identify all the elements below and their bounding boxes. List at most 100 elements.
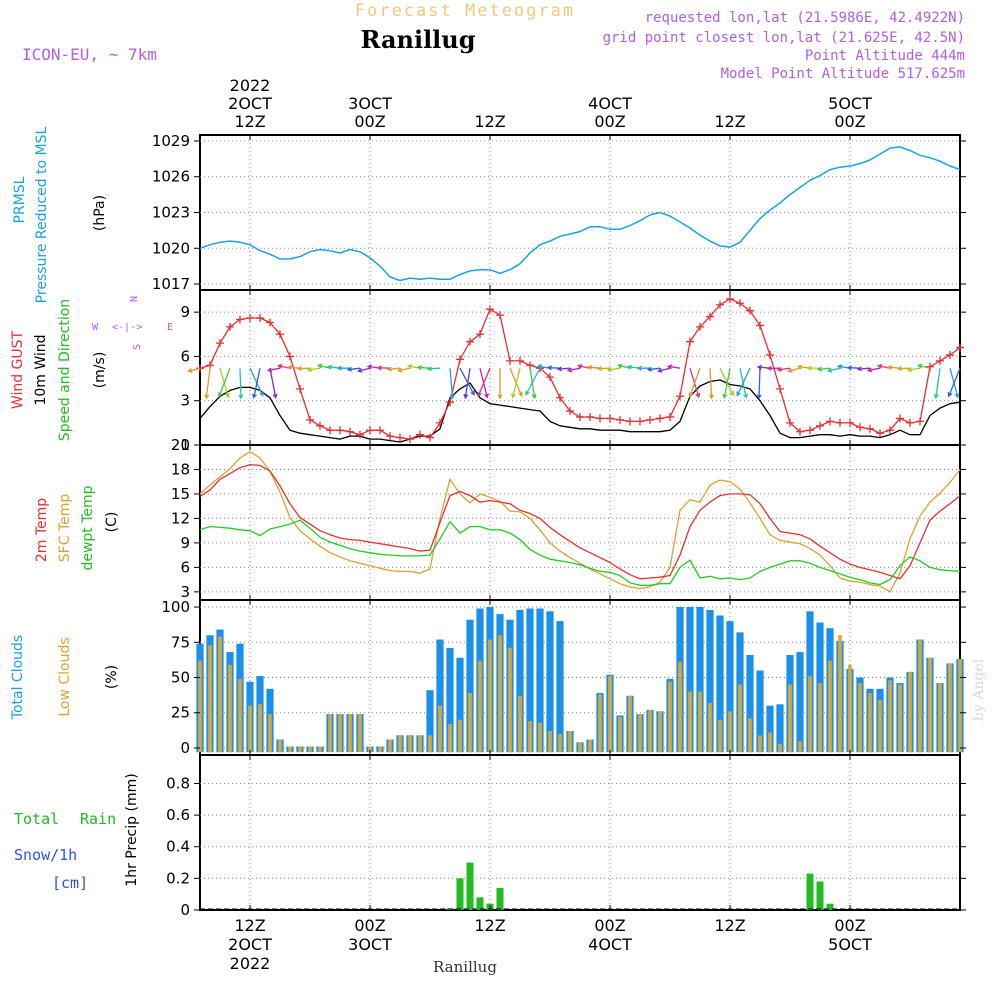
rain-bar (496, 887, 504, 910)
rain-bar (806, 873, 814, 910)
low-cloud-bar (318, 746, 322, 753)
low-cloud-bar (388, 739, 392, 753)
low-cloud-bar (538, 722, 542, 753)
gust-marker (876, 429, 884, 438)
gust-marker (846, 418, 854, 427)
bottom-time-label: 2022 (230, 954, 271, 973)
low-cloud-bar (588, 739, 592, 753)
station-title: Ranillug (360, 25, 475, 54)
wind-direction-arrow (357, 367, 371, 373)
total-cloud-bar (536, 608, 544, 753)
wind-direction-arrow (826, 367, 841, 373)
wind-speed-line (199, 379, 961, 443)
gust-marker (726, 294, 734, 303)
low-cloud-bar (328, 714, 332, 753)
rain-bar (466, 862, 474, 910)
temp-2m-line (199, 463, 961, 580)
bottom-time-label: 12Z (714, 916, 745, 935)
wind-direction-arrow (688, 367, 701, 398)
y-tick-label: 1023 (152, 204, 190, 222)
gust-marker (466, 337, 474, 346)
y-tick-label: 50 (171, 669, 190, 687)
low-cloud-bar (848, 664, 852, 753)
wind-direction-arrow (606, 367, 621, 373)
low-cloud-bar (908, 671, 912, 753)
low-cloud-bar (718, 719, 722, 753)
gust-marker (666, 412, 674, 421)
text-layer: Forecast Meteogram Ranillug ICON-EU, ~ 7… (10, 1, 987, 976)
supertitle: Forecast Meteogram (355, 1, 575, 21)
low-cloud-bar (288, 746, 292, 753)
low-cloud-bar (338, 714, 342, 753)
wind-direction-arrow (463, 368, 471, 400)
y-tick-label: 1017 (152, 275, 190, 293)
gust-marker (416, 430, 424, 439)
y-tick-label: 0 (180, 739, 190, 757)
gust-marker (516, 356, 524, 365)
precip-unit: 1hr Precip (mm) (124, 773, 140, 886)
footer-title: Ranillug (433, 958, 497, 976)
bottom-time-label: 00Z (834, 916, 865, 935)
wind-gust-label: Wind GUST (10, 330, 26, 409)
top-time-label: 12Z (714, 112, 745, 131)
low-cloud-bar (348, 714, 352, 753)
gust-marker (546, 373, 554, 382)
gust-marker (386, 432, 394, 441)
wind-direction-arrow (306, 367, 321, 373)
gust-marker (256, 314, 264, 323)
gust-marker (366, 426, 374, 435)
bottom-time-label: 4OCT (588, 935, 632, 954)
total-cloud-bar (516, 609, 524, 753)
wind-direction-arrow (657, 367, 671, 373)
low-cloud-bar (758, 735, 762, 753)
low-cloud-bar (198, 660, 202, 753)
wind-direction-arrow (249, 367, 264, 397)
bottom-time-label: 00Z (594, 916, 625, 935)
wind-direction-arrow (566, 367, 581, 373)
rain-bar (476, 897, 484, 910)
total-cloud-bar (766, 705, 774, 753)
low-cloud-bar (928, 657, 932, 753)
compass-south: S (132, 344, 143, 350)
low-cloud-bar (608, 676, 612, 753)
y-tick-label: 0.6 (166, 806, 190, 824)
low-cloud-bar (698, 691, 702, 753)
wind-direction-arrow (459, 367, 475, 396)
low-cloud-bar (218, 636, 222, 753)
low-cloud-bar (778, 743, 782, 753)
wind-direction-arrow (187, 367, 201, 373)
top-time-label: 00Z (834, 112, 865, 131)
low-cloud-bar (268, 714, 272, 753)
low-cloud-bar (428, 735, 432, 753)
low-cloud-bar (208, 645, 212, 753)
gust-marker (276, 330, 284, 339)
top-time-label: 2022 (230, 76, 271, 95)
top-time-label: 00Z (594, 112, 625, 131)
low-cloud-bar (528, 721, 532, 753)
gust-marker (266, 318, 274, 327)
low-cloud-bar (598, 694, 602, 753)
wind-direction-arrow (917, 363, 931, 369)
y-tick-label: 0 (180, 901, 190, 919)
low-cloud-bar (898, 684, 902, 753)
gust-marker (306, 415, 314, 424)
gust-marker (376, 426, 384, 435)
gust-marker (826, 417, 834, 426)
wind-direction-arrow (529, 368, 537, 400)
low-cloud-bar (498, 635, 502, 753)
bottom-time-label: 3OCT (348, 935, 392, 954)
total-cloud-bar (426, 690, 434, 753)
low-cloud-bar (728, 711, 732, 753)
low-cloud-bar (418, 735, 422, 753)
rain-bar (826, 903, 834, 910)
wind-direction-arrow (816, 366, 831, 372)
gust-marker (656, 414, 664, 423)
wind-direction-arrow (296, 366, 311, 372)
low-cloud-bar (378, 746, 382, 753)
y-tick-label: 6 (180, 558, 190, 576)
total-cloud-bar (706, 609, 714, 753)
low-cloud-bar (878, 700, 882, 753)
gust-marker (746, 306, 754, 315)
wind-direction-arrow (426, 366, 441, 372)
info-line-1: requested lon,lat (21.5986E, 42.4922N) (645, 10, 965, 26)
